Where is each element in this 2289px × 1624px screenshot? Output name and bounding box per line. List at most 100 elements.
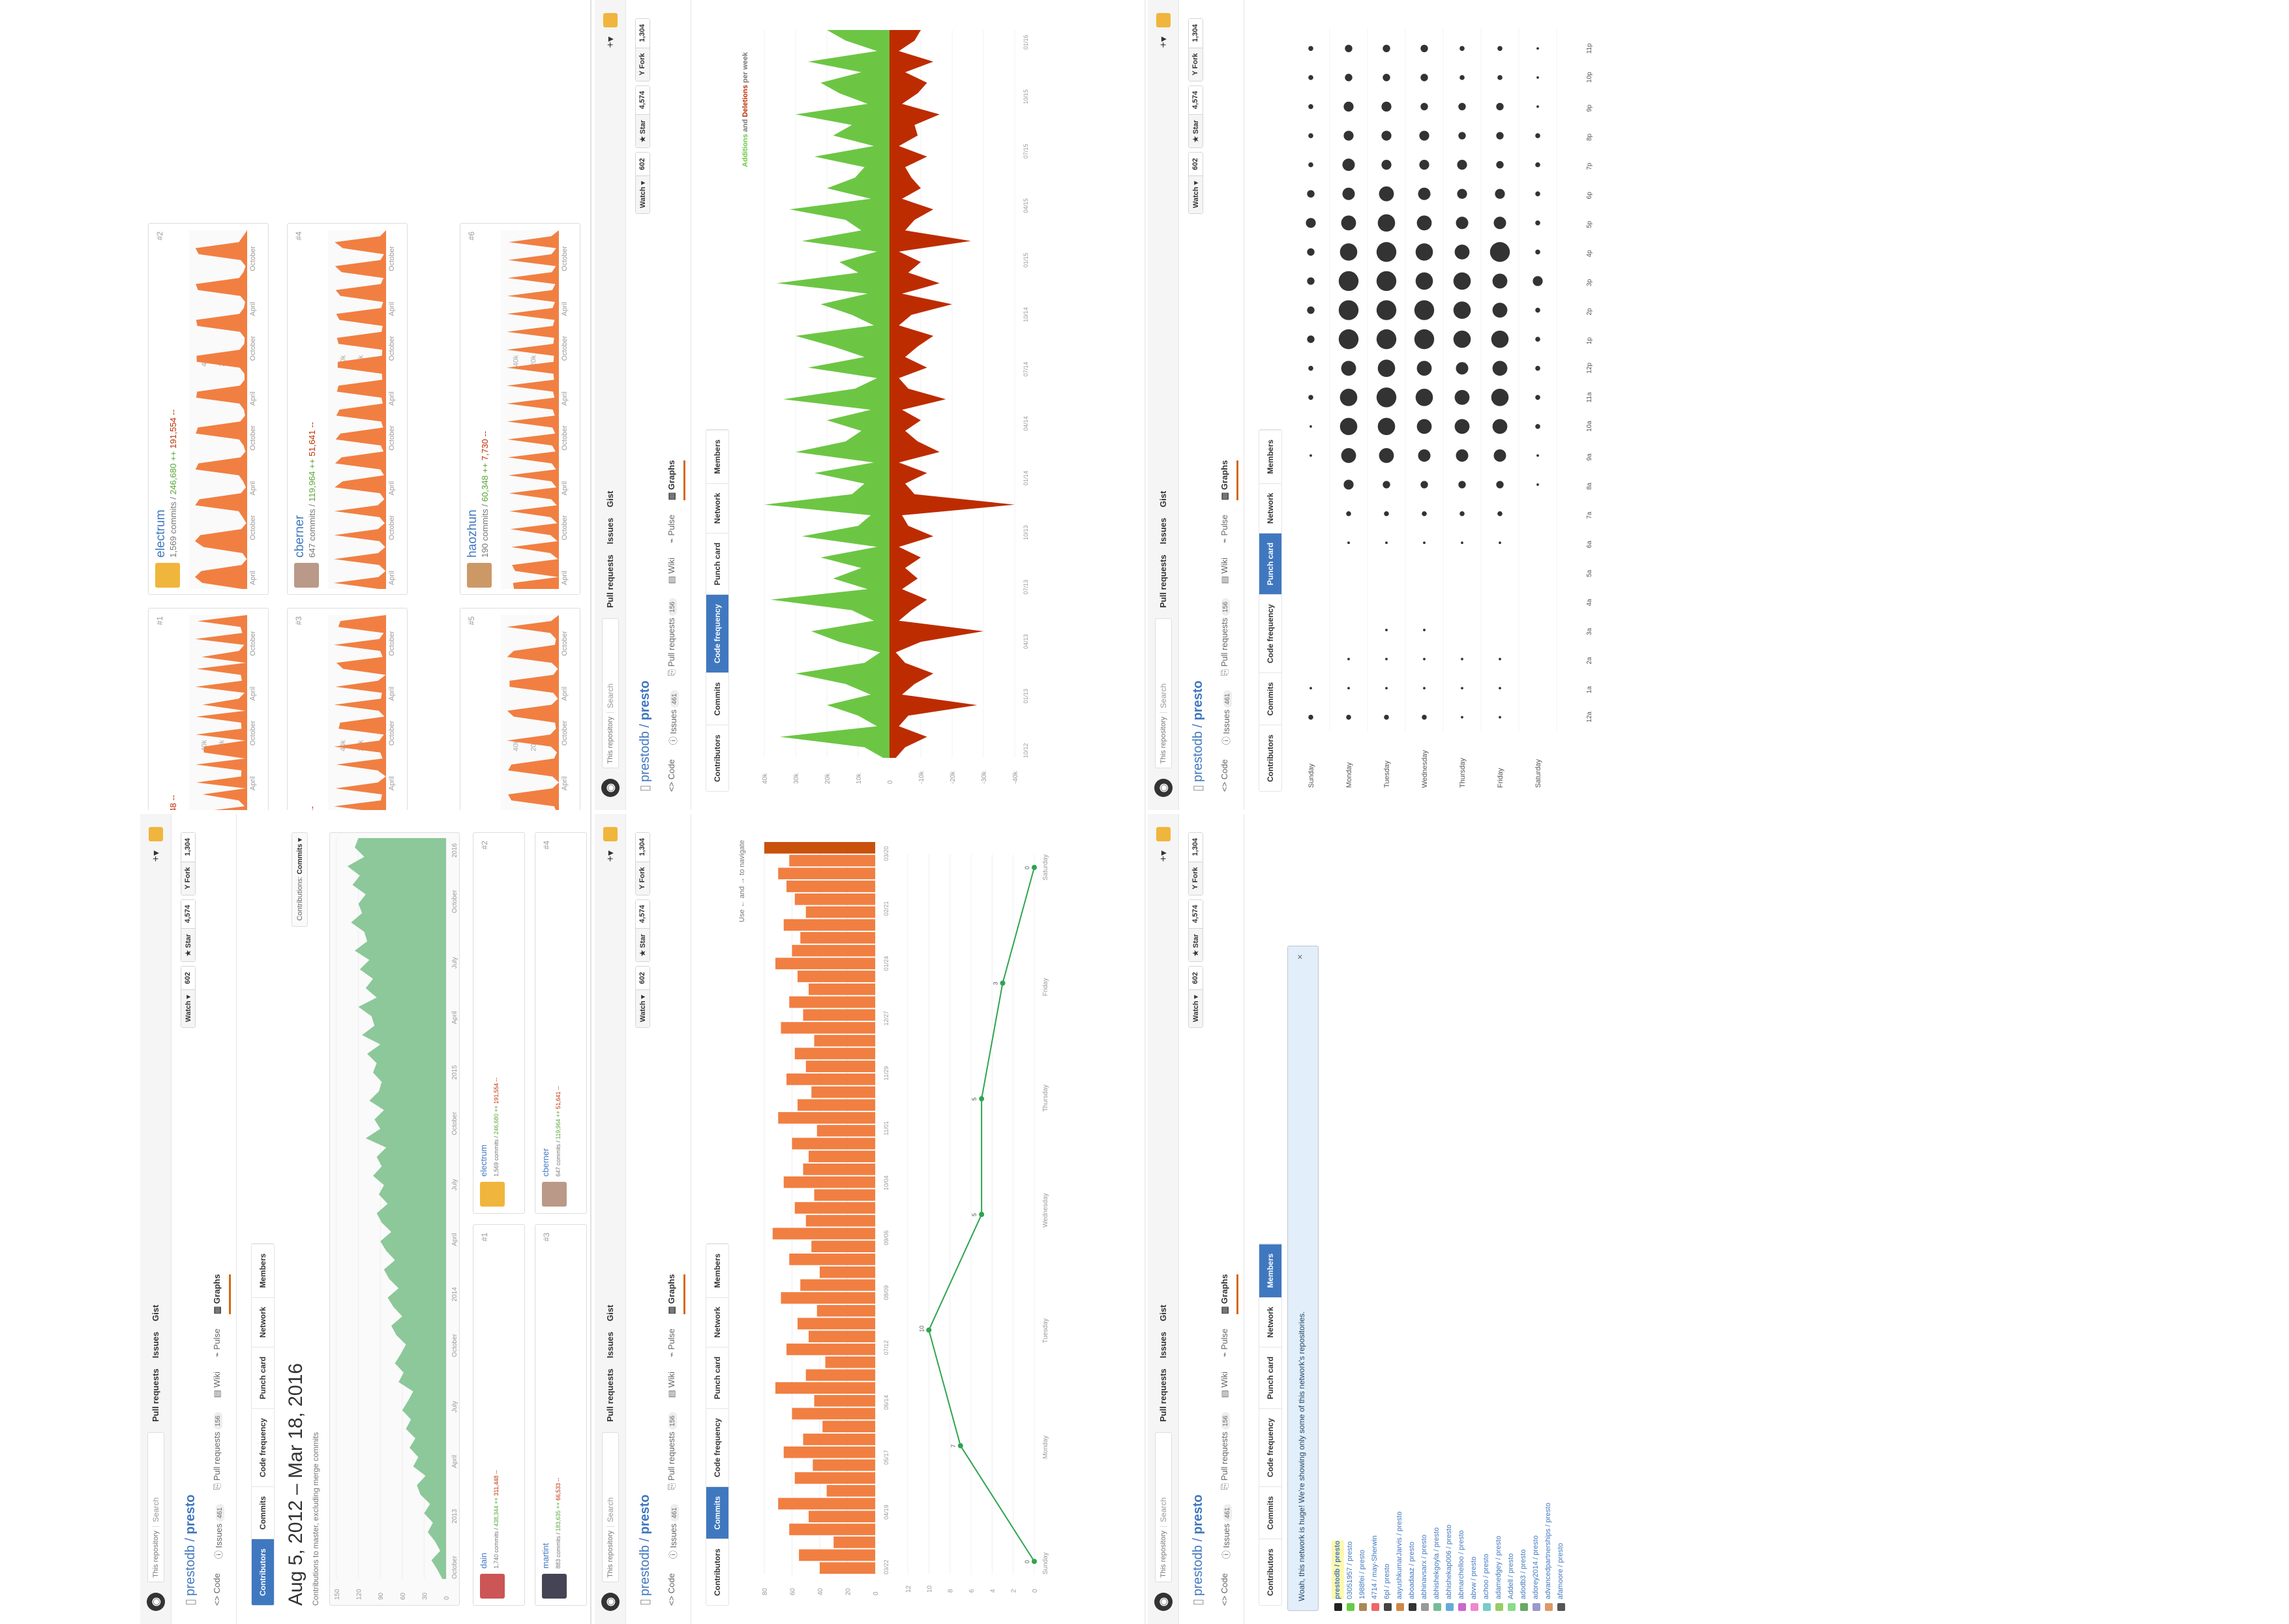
watch-button[interactable]: Watch ▾ 602 xyxy=(635,966,650,1028)
punch-dot[interactable] xyxy=(1341,448,1356,463)
tab-wiki[interactable]: ▤ Wiki xyxy=(1219,1372,1238,1398)
network-repo-link[interactable]: adamedgey / presto xyxy=(1495,1535,1503,1599)
punch-dot[interactable] xyxy=(1309,425,1312,428)
commit-bar[interactable] xyxy=(809,983,875,995)
punch-dot[interactable] xyxy=(1496,132,1504,140)
punch-dot[interactable] xyxy=(1377,359,1396,378)
commit-bar[interactable] xyxy=(781,1292,876,1304)
network-repo-link[interactable]: adorey2014 / presto xyxy=(1532,1535,1540,1599)
commit-bar[interactable] xyxy=(798,970,875,982)
tab-pullrequests[interactable]: ⎘ Pull requests 156 xyxy=(1219,598,1238,676)
tab-pulse[interactable]: ⌁ Pulse xyxy=(1219,1329,1238,1357)
commit-bar[interactable] xyxy=(825,1356,876,1368)
punch-dot[interactable] xyxy=(1423,687,1426,690)
day-point[interactable] xyxy=(1000,980,1006,986)
punch-dot[interactable] xyxy=(1423,541,1426,545)
nav-gist[interactable]: Gist xyxy=(605,490,615,507)
commit-bar[interactable] xyxy=(809,1331,875,1343)
subnav-code-frequency[interactable]: Code frequency xyxy=(1259,594,1281,672)
network-repo-item[interactable]: advancedpartnerships / presto xyxy=(1542,1503,1555,1611)
punch-dot[interactable] xyxy=(1535,162,1540,168)
commit-bar[interactable] xyxy=(800,932,875,944)
network-repo-item[interactable]: aayushkumarJarvis / presto xyxy=(1394,1503,1406,1611)
commit-bar[interactable] xyxy=(789,1524,875,1535)
punch-dot[interactable] xyxy=(1492,273,1508,289)
commit-bar[interactable] xyxy=(803,1434,876,1445)
network-repo-link[interactable]: 4714 / may-Sherwin xyxy=(1371,1535,1379,1599)
tab-graphs[interactable]: ▥ Graphs xyxy=(666,1274,685,1314)
punch-dot[interactable] xyxy=(1489,242,1510,262)
network-repo-link[interactable]: 03051957 / presto xyxy=(1346,1541,1354,1599)
tab-pulse[interactable]: ⌁ Pulse xyxy=(666,515,685,543)
search-input[interactable]: This repository Search xyxy=(147,1432,164,1582)
commit-bar[interactable] xyxy=(814,1189,876,1201)
plus-icon[interactable]: +▾ xyxy=(1158,850,1169,862)
punch-dot[interactable] xyxy=(1491,330,1509,348)
tab-graphs[interactable]: ▥ Graphs xyxy=(212,1274,231,1314)
punch-dot[interactable] xyxy=(1491,388,1509,406)
search-input[interactable]: This repository Search xyxy=(1154,1432,1172,1582)
subnav-contributors[interactable]: Contributors xyxy=(1259,1539,1281,1605)
nav-issues[interactable]: Issues xyxy=(1158,1331,1168,1359)
repo-name-link[interactable]: presto xyxy=(638,1494,652,1535)
commit-bar[interactable] xyxy=(794,893,875,905)
punch-dot[interactable] xyxy=(1415,388,1433,406)
punch-dot[interactable] xyxy=(1381,130,1392,141)
punch-dot[interactable] xyxy=(1338,329,1359,350)
punch-dot[interactable] xyxy=(1493,449,1506,462)
punch-dot[interactable] xyxy=(1415,272,1433,290)
subnav-commits[interactable]: Commits xyxy=(1259,1486,1281,1539)
repo-owner-link[interactable]: prestodb xyxy=(638,731,652,782)
subnav-punch-card[interactable]: Punch card xyxy=(1259,532,1281,595)
repo-owner-link[interactable]: prestodb xyxy=(638,1545,652,1596)
commit-bar[interactable] xyxy=(809,1150,875,1162)
tab-pullrequests[interactable]: ⎘ Pull requests 156 xyxy=(666,1412,685,1490)
repo-name-link[interactable]: presto xyxy=(638,680,652,721)
punch-dot[interactable] xyxy=(1385,629,1388,631)
commit-bar[interactable] xyxy=(792,1137,876,1150)
plus-icon[interactable]: +▾ xyxy=(605,37,616,48)
star-button[interactable]: ★ Star 4,574 xyxy=(1188,85,1203,149)
punch-dot[interactable] xyxy=(1461,657,1463,661)
punch-dot[interactable] xyxy=(1499,541,1501,545)
punch-dot[interactable] xyxy=(1343,130,1354,141)
punch-dot[interactable] xyxy=(1458,132,1466,140)
punch-dot[interactable] xyxy=(1497,75,1503,80)
github-logo-icon[interactable]: ◉ xyxy=(601,1593,620,1611)
punch-dot[interactable] xyxy=(1499,715,1501,719)
punch-dot[interactable] xyxy=(1384,511,1389,517)
commit-bar[interactable] xyxy=(792,1407,876,1420)
subnav-commits[interactable]: Commits xyxy=(252,1486,274,1539)
punch-dot[interactable] xyxy=(1423,629,1426,631)
subnav-members[interactable]: Members xyxy=(1259,1243,1281,1297)
tab-issues[interactable]: ⓘ Issues461 xyxy=(666,1504,685,1559)
commit-bar[interactable] xyxy=(778,1497,875,1510)
commit-bar[interactable] xyxy=(833,1536,875,1548)
punch-dot[interactable] xyxy=(1346,714,1351,720)
tab-pullrequests[interactable]: ⎘ Pull requests 156 xyxy=(666,598,685,676)
star-button[interactable]: ★ Star 4,574 xyxy=(181,899,196,963)
network-repo-link[interactable]: abhishekgoyla / presto xyxy=(1433,1527,1441,1599)
user-avatar[interactable] xyxy=(148,827,163,841)
tab-code[interactable]: <> Code xyxy=(212,1573,231,1606)
punch-dot[interactable] xyxy=(1339,417,1358,436)
punch-dot[interactable] xyxy=(1499,657,1501,661)
punch-dot[interactable] xyxy=(1376,271,1397,292)
punch-dot[interactable] xyxy=(1453,330,1471,348)
punch-dot[interactable] xyxy=(1457,188,1467,199)
nav-pull-requests[interactable]: Pull requests xyxy=(151,1368,160,1422)
day-point[interactable] xyxy=(926,1327,932,1333)
watch-button[interactable]: Watch ▾ 602 xyxy=(1188,152,1203,214)
tab-wiki[interactable]: ▤ Wiki xyxy=(666,558,685,584)
punch-dot[interactable] xyxy=(1535,191,1540,197)
commit-bar[interactable] xyxy=(786,1073,875,1085)
subnav-members[interactable]: Members xyxy=(1259,429,1281,483)
contributions-select[interactable]: Contributions: Commits ▾ xyxy=(292,832,308,927)
punch-dot[interactable] xyxy=(1497,46,1503,52)
punch-dot[interactable] xyxy=(1416,419,1432,434)
fork-button[interactable]: Y Fork 1,304 xyxy=(635,18,650,82)
commit-bar[interactable] xyxy=(805,1214,875,1227)
tab-code[interactable]: <> Code xyxy=(666,1573,685,1606)
punch-dot[interactable] xyxy=(1338,271,1359,292)
fork-button[interactable]: Y Fork 1,304 xyxy=(1188,832,1203,895)
